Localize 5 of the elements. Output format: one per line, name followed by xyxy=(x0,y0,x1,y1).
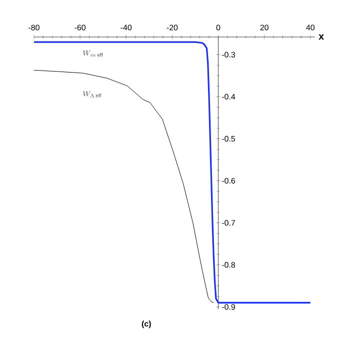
series-label: $W_{m\,\mathrm{eff}}$ xyxy=(83,50,103,57)
line-series xyxy=(33,41,312,304)
line-series xyxy=(34,70,214,303)
series-label: $W_{\Lambda\,\mathrm{eff}}$ xyxy=(83,91,102,98)
x-axis-title: x xyxy=(318,34,324,40)
